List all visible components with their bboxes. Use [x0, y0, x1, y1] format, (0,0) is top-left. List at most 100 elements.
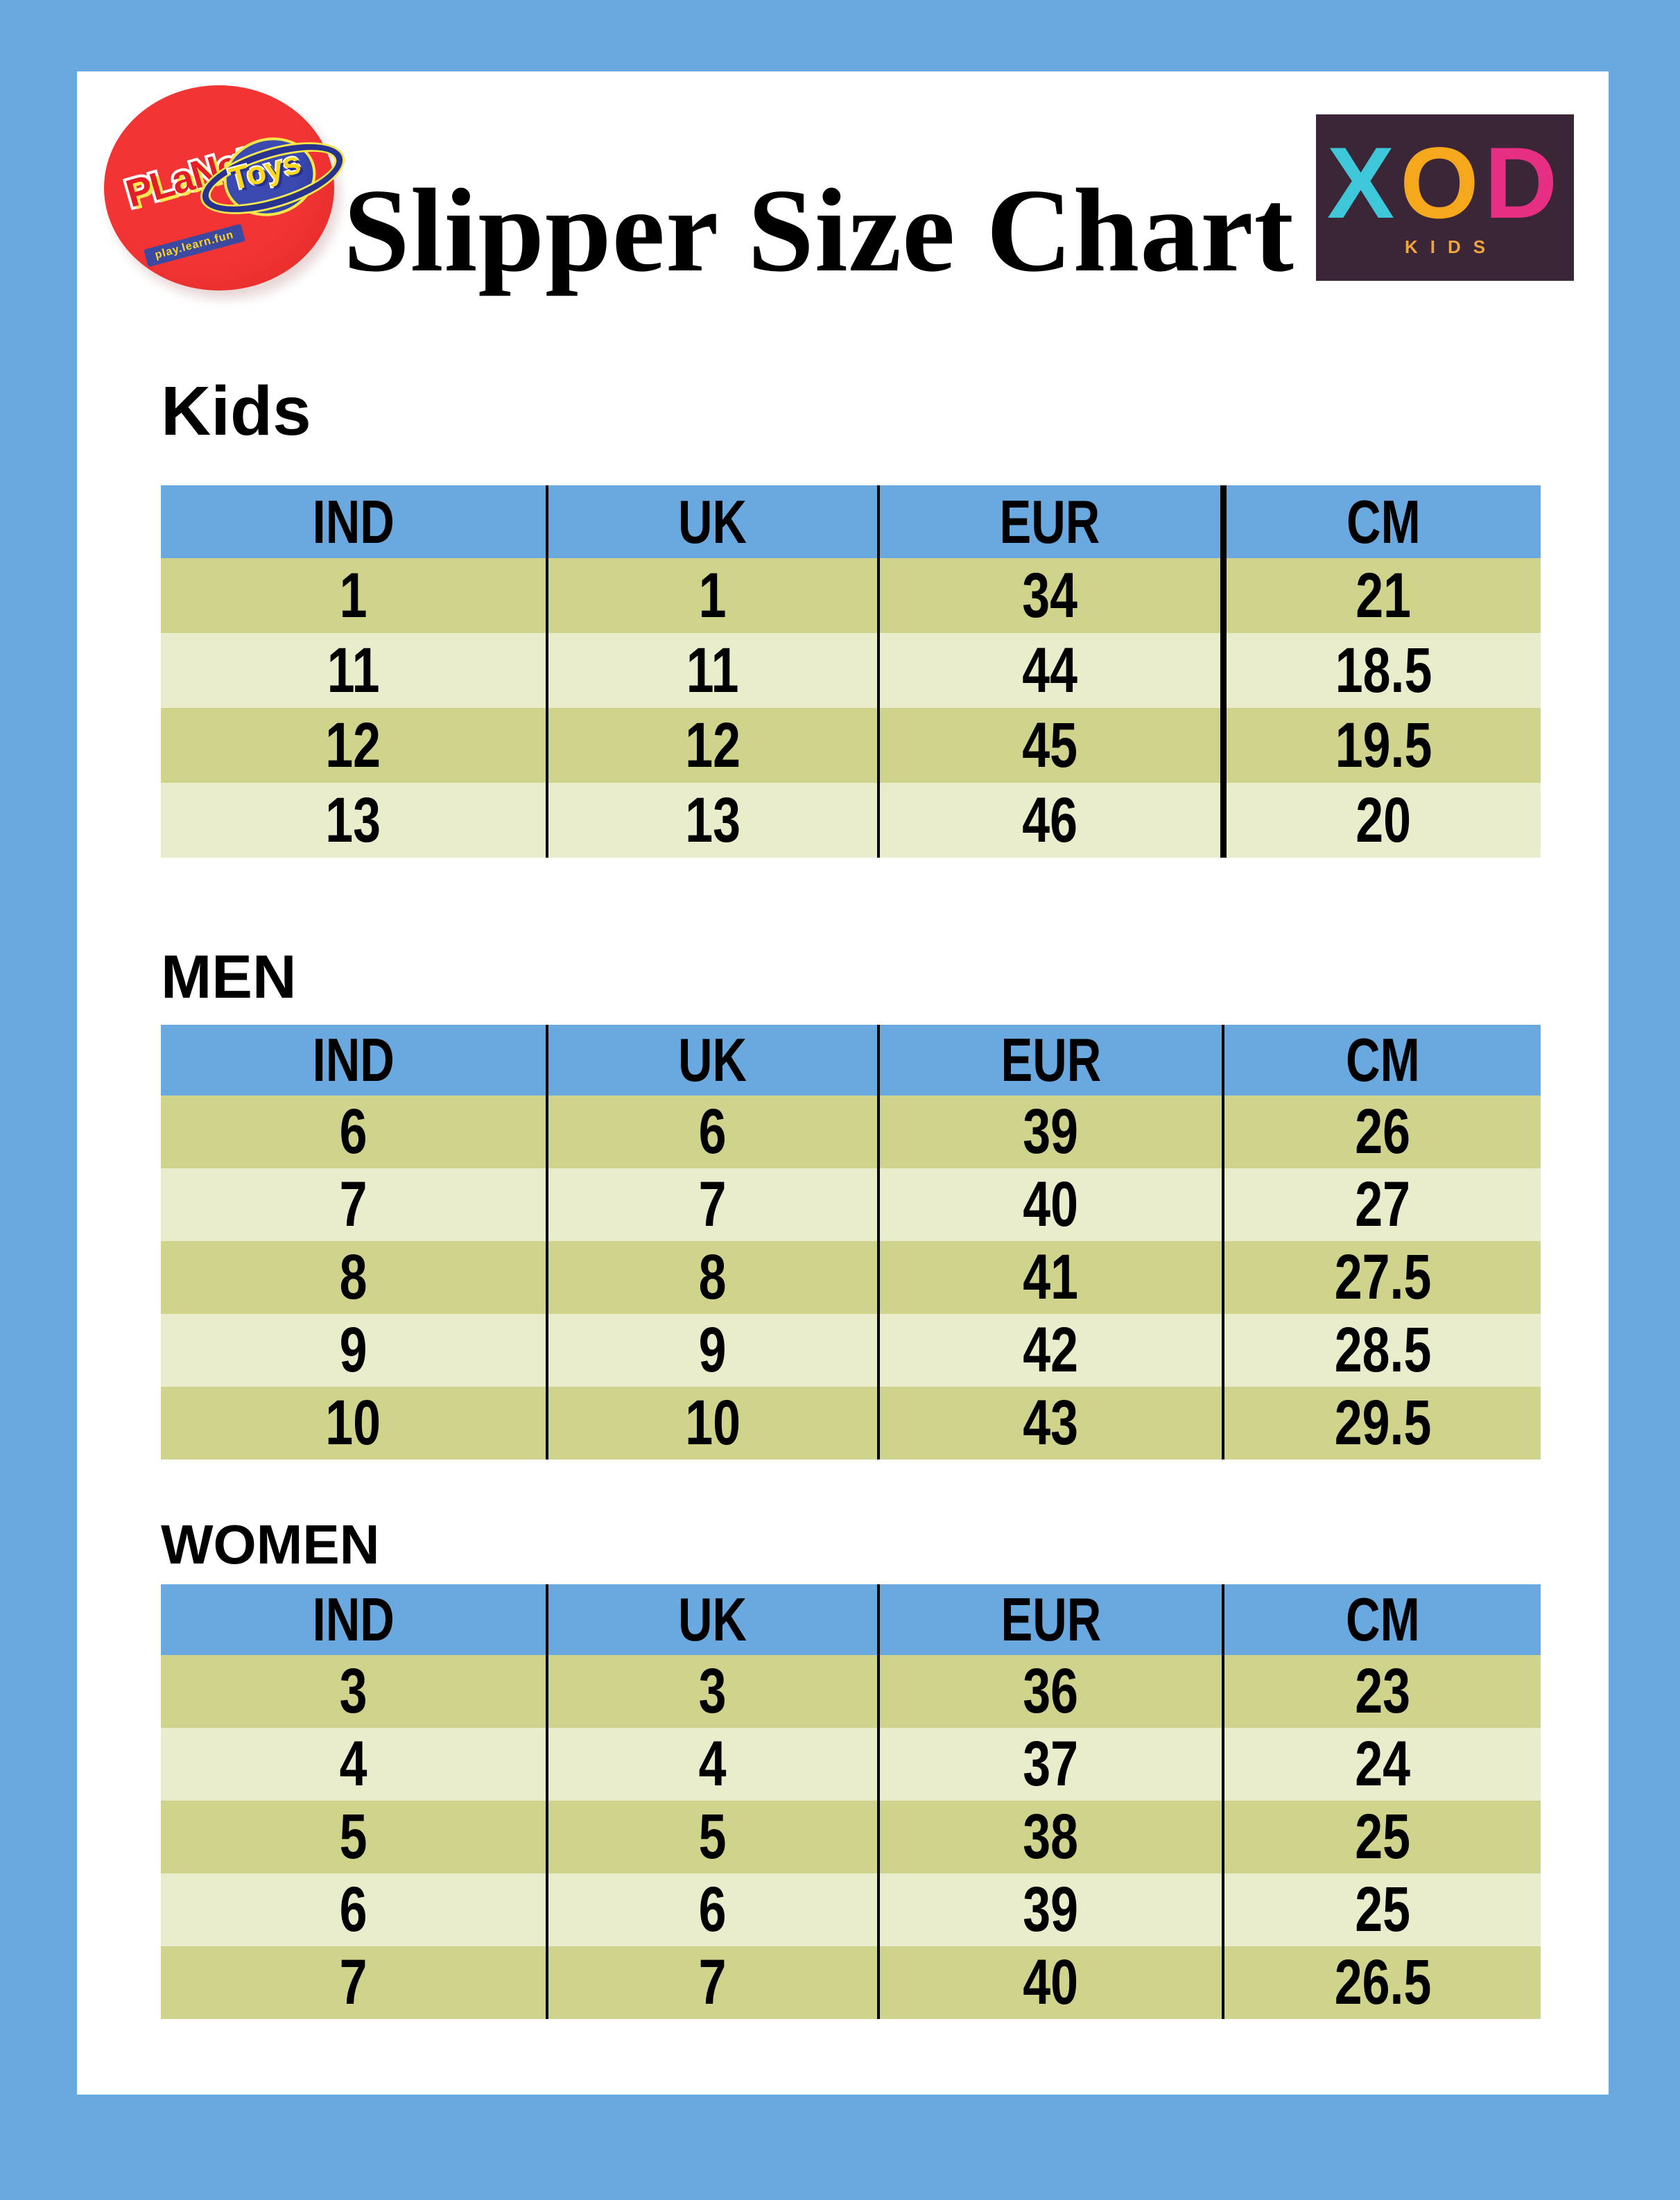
xod-kids-logo: X O D KIDS [1316, 114, 1574, 281]
table-cell: 26.5 [1223, 1946, 1541, 2019]
table-cell: 6 [547, 1873, 880, 1946]
table-cell: 7 [161, 1168, 549, 1241]
column-header-uk: UK [547, 1584, 880, 1655]
table-cell: 18.5 [1223, 633, 1541, 708]
table-cell: 6 [161, 1873, 549, 1946]
document-page: PLaNet of Toys play.learn.fun Slipper Si… [77, 71, 1609, 2095]
table-cell: 4 [161, 1728, 549, 1801]
xod-letter-x: X [1326, 125, 1401, 239]
table-cell: 24 [1223, 1728, 1541, 1801]
table-cell: 9 [547, 1314, 880, 1387]
column-header-ind: IND [161, 1584, 549, 1655]
table-cell: 3 [161, 1655, 549, 1728]
table-cell: 38 [878, 1801, 1225, 1873]
column-header-uk: UK [547, 1025, 880, 1095]
planet-of-toys-logo: PLaNet of Toys play.learn.fun [104, 85, 351, 291]
table-cell: 1 [161, 558, 549, 633]
table-cell: 39 [878, 1095, 1225, 1168]
column-header-cm: CM [1223, 1584, 1541, 1655]
table-cell: 11 [547, 633, 880, 708]
table-cell: 6 [161, 1095, 549, 1168]
table-header-row: IND UK EUR CM [161, 1584, 1541, 1655]
page-title: Slipper Size Chart [343, 165, 1294, 297]
column-header-eur: EUR [878, 1584, 1225, 1655]
xod-wordmark: X O D [1326, 125, 1564, 239]
table-cell: 25 [1223, 1873, 1541, 1946]
table-cell: 9 [161, 1314, 549, 1387]
table-row: 1 1 34 21 [161, 558, 1541, 633]
column-header-ind: IND [161, 1025, 549, 1095]
table-cell: 20 [1223, 783, 1541, 858]
table-cell: 1 [547, 558, 880, 633]
table-cell: 43 [878, 1387, 1225, 1460]
column-header-eur: EUR [878, 1025, 1225, 1095]
table-header-row: IND UK EUR CM [161, 1025, 1541, 1095]
table-cell: 7 [547, 1168, 880, 1241]
column-header-uk: UK [547, 485, 880, 558]
table-row: 7 7 40 26.5 [161, 1946, 1541, 2019]
table-cell: 29.5 [1223, 1387, 1541, 1460]
table-cell: 8 [547, 1241, 880, 1314]
table-row: 3 3 36 23 [161, 1655, 1541, 1728]
table-cell: 13 [161, 783, 549, 858]
table-cell: 37 [878, 1728, 1225, 1801]
kids-size-table: IND UK EUR CM 1 1 34 21 11 11 44 18.5 12 12 45 19.5 13 13… [161, 485, 1541, 858]
table-row: 13 13 46 20 [161, 783, 1541, 858]
table-cell: 10 [161, 1387, 549, 1460]
table-cell: 45 [878, 708, 1227, 783]
table-cell: 26 [1223, 1095, 1541, 1168]
column-header-cm: CM [1223, 1025, 1541, 1095]
table-cell: 27.5 [1223, 1241, 1541, 1314]
xod-letter-d: D [1484, 125, 1564, 239]
table-cell: 7 [547, 1946, 880, 2019]
table-cell: 46 [878, 783, 1227, 858]
table-cell: 5 [547, 1801, 880, 1873]
table-cell: 21 [1223, 558, 1541, 633]
section-heading-kids: Kids [161, 372, 311, 450]
table-row: 5 5 38 25 [161, 1801, 1541, 1873]
table-cell: 12 [161, 708, 549, 783]
women-size-table: IND UK EUR CM 3 3 36 23 4 4 37 24 5 5 38 25 6 6 39 25 7 7 40 26… [161, 1584, 1541, 2019]
table-row: 7 7 40 27 [161, 1168, 1541, 1241]
table-cell: 27 [1223, 1168, 1541, 1241]
table-cell: 41 [878, 1241, 1225, 1314]
table-row: 8 8 41 27.5 [161, 1241, 1541, 1314]
table-cell: 42 [878, 1314, 1225, 1387]
table-cell: 23 [1223, 1655, 1541, 1728]
table-cell: 6 [547, 1095, 880, 1168]
column-header-eur: EUR [878, 485, 1227, 558]
table-cell: 36 [878, 1655, 1225, 1728]
table-row: 9 9 42 28.5 [161, 1314, 1541, 1387]
table-cell: 39 [878, 1873, 1225, 1946]
section-heading-women: WOMEN [161, 1514, 380, 1575]
xod-kids-label: KIDS [1404, 236, 1498, 258]
table-cell: 11 [161, 633, 549, 708]
table-cell: 13 [547, 783, 880, 858]
section-heading-men: MEN [161, 942, 297, 1011]
table-cell: 40 [878, 1168, 1225, 1241]
table-cell: 5 [161, 1801, 549, 1873]
table-cell: 44 [878, 633, 1227, 708]
table-cell: 7 [161, 1946, 549, 2019]
column-header-ind: IND [161, 485, 549, 558]
table-cell: 4 [547, 1728, 880, 1801]
table-header-row: IND UK EUR CM [161, 485, 1541, 558]
table-cell: 8 [161, 1241, 549, 1314]
table-row: 10 10 43 29.5 [161, 1387, 1541, 1460]
table-cell: 25 [1223, 1801, 1541, 1873]
table-cell: 34 [878, 558, 1227, 633]
saturn-planet-icon: Toys [194, 120, 351, 231]
table-cell: 3 [547, 1655, 880, 1728]
men-size-table: IND UK EUR CM 6 6 39 26 7 7 40 27 8 8 41 27.5 9 9 42 28.5 10… [161, 1025, 1541, 1460]
table-cell: 12 [547, 708, 880, 783]
table-cell: 10 [547, 1387, 880, 1460]
table-row: 11 11 44 18.5 [161, 633, 1541, 708]
table-row: 6 6 39 25 [161, 1873, 1541, 1946]
table-row: 12 12 45 19.5 [161, 708, 1541, 783]
table-row: 4 4 37 24 [161, 1728, 1541, 1801]
table-cell: 19.5 [1223, 708, 1541, 783]
xod-letter-o: O [1400, 125, 1484, 239]
table-cell: 40 [878, 1946, 1225, 2019]
table-cell: 28.5 [1223, 1314, 1541, 1387]
